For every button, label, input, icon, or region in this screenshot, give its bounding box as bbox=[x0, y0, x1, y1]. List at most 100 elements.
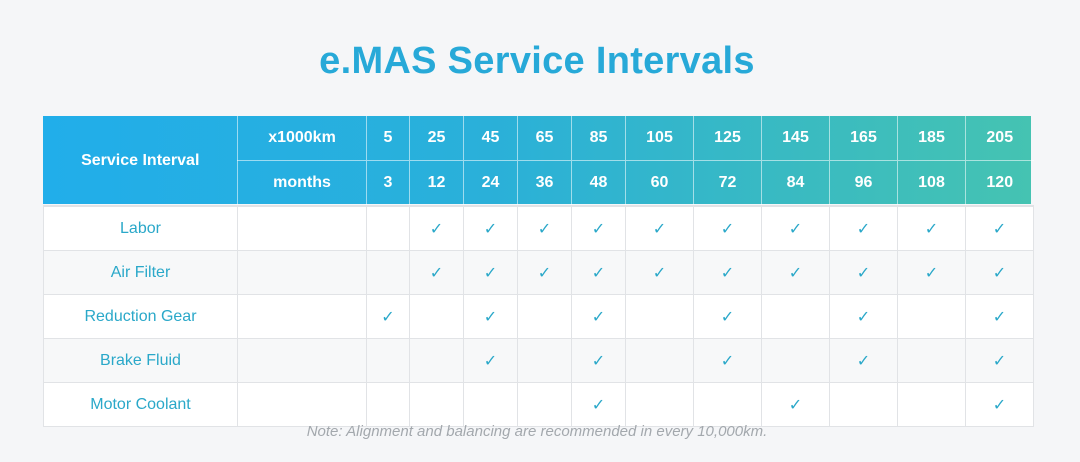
check-icon: ✓ bbox=[571, 294, 626, 339]
check-icon: ✓ bbox=[965, 338, 1034, 383]
check-icon: ✓ bbox=[463, 250, 518, 295]
months-label-header: months bbox=[237, 160, 367, 206]
check-icon: ✓ bbox=[829, 338, 898, 383]
service-interval-table: Service Interval x1000km 5 25 45 65 85 1… bbox=[43, 116, 1034, 427]
empty-cell bbox=[463, 382, 518, 427]
km-header-cell: 85 bbox=[571, 116, 626, 161]
check-icon: ✓ bbox=[829, 250, 898, 295]
empty-cell bbox=[625, 294, 694, 339]
km-header-cell: 5 bbox=[366, 116, 410, 161]
check-icon: ✓ bbox=[571, 205, 626, 251]
km-header-cell: 25 bbox=[409, 116, 464, 161]
check-icon: ✓ bbox=[693, 205, 762, 251]
empty-cell bbox=[693, 382, 762, 427]
empty-cell bbox=[366, 382, 410, 427]
months-header-cell: 12 bbox=[409, 160, 464, 206]
months-header-cell: 72 bbox=[693, 160, 762, 206]
empty-cell bbox=[625, 382, 694, 427]
service-item-name: Motor Coolant bbox=[43, 382, 238, 427]
km-header-cell: 125 bbox=[693, 116, 762, 161]
months-header-cell: 108 bbox=[897, 160, 966, 206]
empty-cell bbox=[625, 338, 694, 383]
km-header-cell: 165 bbox=[829, 116, 898, 161]
table-row: Motor Coolant ✓ ✓ ✓ bbox=[43, 382, 1034, 427]
months-header-cell: 84 bbox=[761, 160, 830, 206]
months-header-cell: 120 bbox=[965, 160, 1034, 206]
check-icon: ✓ bbox=[897, 205, 966, 251]
empty-cell bbox=[829, 382, 898, 427]
service-item-name: Air Filter bbox=[43, 250, 238, 295]
empty-cell bbox=[517, 294, 572, 339]
empty-cell bbox=[897, 338, 966, 383]
check-icon: ✓ bbox=[625, 205, 694, 251]
check-icon: ✓ bbox=[761, 382, 830, 427]
check-icon: ✓ bbox=[829, 294, 898, 339]
service-item-name: Reduction Gear bbox=[43, 294, 238, 339]
check-icon: ✓ bbox=[571, 382, 626, 427]
months-header-cell: 24 bbox=[463, 160, 518, 206]
table-row: Reduction Gear ✓ ✓ ✓ ✓ ✓ ✓ bbox=[43, 294, 1034, 339]
empty-cell bbox=[517, 382, 572, 427]
service-item-name: Brake Fluid bbox=[43, 338, 238, 383]
check-icon: ✓ bbox=[463, 205, 518, 251]
empty-cell bbox=[897, 382, 966, 427]
table-row: Labor ✓ ✓ ✓ ✓ ✓ ✓ ✓ ✓ ✓ ✓ bbox=[43, 205, 1034, 251]
empty-cell bbox=[237, 294, 367, 339]
months-header-cell: 60 bbox=[625, 160, 694, 206]
header-row-months: months 3 12 24 36 48 60 72 84 96 108 120 bbox=[44, 160, 1034, 206]
empty-cell bbox=[409, 382, 464, 427]
months-header-cell: 36 bbox=[517, 160, 572, 206]
months-header-cell: 3 bbox=[366, 160, 410, 206]
check-icon: ✓ bbox=[693, 294, 762, 339]
months-header-cell: 96 bbox=[829, 160, 898, 206]
footnote: Note: Alignment and balancing are recomm… bbox=[306, 423, 768, 440]
empty-cell bbox=[237, 205, 367, 251]
check-icon: ✓ bbox=[693, 250, 762, 295]
empty-cell bbox=[409, 338, 464, 383]
empty-cell bbox=[366, 250, 410, 295]
km-header-cell: 185 bbox=[897, 116, 966, 161]
empty-cell bbox=[761, 294, 830, 339]
check-icon: ✓ bbox=[463, 338, 518, 383]
empty-cell bbox=[517, 338, 572, 383]
km-header-cell: 145 bbox=[761, 116, 830, 161]
check-icon: ✓ bbox=[517, 205, 572, 251]
check-icon: ✓ bbox=[571, 338, 626, 383]
page-title: e.MAS Service Intervals bbox=[319, 40, 755, 82]
check-icon: ✓ bbox=[517, 250, 572, 295]
km-header-cell: 45 bbox=[463, 116, 518, 161]
empty-cell bbox=[237, 382, 367, 427]
check-icon: ✓ bbox=[366, 294, 410, 339]
empty-cell bbox=[409, 294, 464, 339]
empty-cell bbox=[366, 205, 410, 251]
service-interval-header: Service Interval bbox=[43, 116, 238, 207]
check-icon: ✓ bbox=[965, 382, 1034, 427]
service-item-name: Labor bbox=[43, 205, 238, 251]
check-icon: ✓ bbox=[409, 205, 464, 251]
empty-cell bbox=[237, 338, 367, 383]
header-row-km: Service Interval x1000km 5 25 45 65 85 1… bbox=[43, 116, 1034, 207]
check-icon: ✓ bbox=[829, 205, 898, 251]
check-icon: ✓ bbox=[625, 250, 694, 295]
km-label-header: x1000km bbox=[237, 116, 367, 161]
check-icon: ✓ bbox=[693, 338, 762, 383]
km-header-cell: 205 bbox=[965, 116, 1034, 161]
empty-cell bbox=[897, 294, 966, 339]
check-icon: ✓ bbox=[965, 205, 1034, 251]
check-icon: ✓ bbox=[965, 294, 1034, 339]
table-row: Brake Fluid ✓ ✓ ✓ ✓ ✓ bbox=[43, 338, 1034, 383]
check-icon: ✓ bbox=[965, 250, 1034, 295]
table-body: Labor ✓ ✓ ✓ ✓ ✓ ✓ ✓ ✓ ✓ ✓ Air Filter ✓ ✓ ✓ ✓ ✓ ✓ ✓ ✓ ✓ ✓ Reduc… bbox=[43, 205, 1034, 427]
empty-cell bbox=[366, 338, 410, 383]
km-header-cell: 105 bbox=[625, 116, 694, 161]
months-header-cell: 48 bbox=[571, 160, 626, 206]
empty-cell bbox=[761, 338, 830, 383]
check-icon: ✓ bbox=[409, 250, 464, 295]
check-icon: ✓ bbox=[761, 250, 830, 295]
check-icon: ✓ bbox=[897, 250, 966, 295]
check-icon: ✓ bbox=[761, 205, 830, 251]
table-row: Air Filter ✓ ✓ ✓ ✓ ✓ ✓ ✓ ✓ ✓ ✓ bbox=[43, 250, 1034, 295]
empty-cell bbox=[237, 250, 367, 295]
check-icon: ✓ bbox=[571, 250, 626, 295]
